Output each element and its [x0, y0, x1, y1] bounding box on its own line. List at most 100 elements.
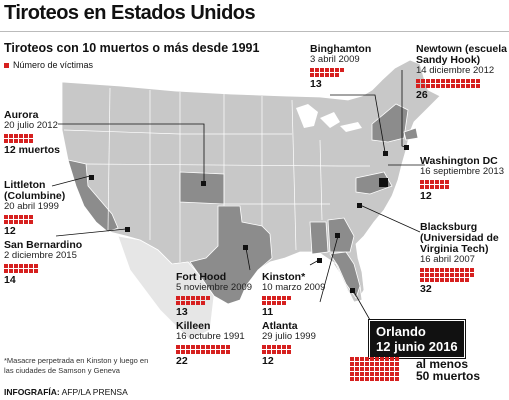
event-name: Atlanta	[262, 320, 298, 332]
event-count: 14	[4, 273, 16, 286]
victim-square	[465, 277, 469, 282]
event-name: Kinston*	[262, 271, 306, 283]
victim-square	[420, 184, 424, 189]
victim-square	[395, 357, 399, 361]
victim-square	[450, 277, 454, 282]
credit-label: INFOGRAFÍA:	[4, 387, 60, 397]
victim-square	[19, 138, 23, 143]
state-colorado	[179, 171, 225, 205]
event-date: 10 marzo 2009	[262, 282, 326, 293]
victim-square	[436, 83, 440, 88]
victim-square	[435, 179, 439, 184]
victim-square	[431, 78, 435, 83]
victim-square	[24, 133, 28, 138]
victim-square	[310, 67, 314, 72]
orlando-count-line1: al menos	[416, 357, 469, 371]
victim-square	[4, 214, 8, 219]
victim-square	[395, 362, 399, 366]
victim-square	[390, 372, 394, 376]
event-name: Washington DC	[420, 155, 498, 167]
victim-square	[262, 344, 266, 349]
page-title: Tiroteos en Estados Unidos	[4, 2, 256, 24]
event-newtown: Newtown (escuela Sandy Hook) 14 diciembr…	[416, 44, 508, 100]
orlando-date: 12 junio 2016	[376, 339, 458, 354]
victim-square	[267, 295, 271, 300]
victim-square	[420, 277, 424, 282]
victim-square	[335, 72, 339, 77]
victim-square	[335, 67, 339, 72]
victim-square	[441, 78, 445, 83]
map-legend: Número de víctimas	[4, 60, 93, 70]
victim-square	[375, 357, 379, 361]
victim-square	[385, 377, 389, 381]
victim-square	[460, 277, 464, 282]
victim-square	[350, 357, 354, 361]
victim-square	[380, 377, 384, 381]
orlando-marker	[350, 288, 355, 293]
event-name: Binghamton	[310, 43, 372, 55]
victim-square	[435, 267, 439, 272]
victim-square	[451, 78, 455, 83]
victim-square	[421, 83, 425, 88]
victim-squares	[262, 344, 316, 354]
victim-square	[282, 300, 286, 305]
victim-square	[34, 268, 38, 273]
event-count: 11	[262, 305, 274, 318]
victim-square	[340, 67, 344, 72]
event-date: 3 abril 2009	[310, 54, 360, 65]
victim-square	[380, 357, 384, 361]
victim-square	[465, 272, 469, 277]
orlando-count-line2: 50 muertos	[416, 369, 481, 383]
victim-square	[440, 272, 444, 277]
victim-square	[466, 78, 470, 83]
victim-square	[355, 367, 359, 371]
victim-square	[221, 349, 225, 354]
victim-square	[196, 344, 200, 349]
victim-square	[440, 179, 444, 184]
victim-square	[420, 272, 424, 277]
victim-square	[430, 184, 434, 189]
victim-square	[216, 349, 220, 354]
victim-square	[445, 179, 449, 184]
victim-square	[470, 272, 474, 277]
victim-square	[380, 372, 384, 376]
victim-square	[390, 357, 394, 361]
victim-square	[425, 267, 429, 272]
victim-square	[277, 344, 281, 349]
victim-square	[466, 83, 470, 88]
victim-square	[355, 377, 359, 381]
victim-square	[267, 349, 271, 354]
victim-square	[176, 349, 180, 354]
victim-square	[435, 184, 439, 189]
victim-square	[325, 72, 329, 77]
state-georgia	[327, 217, 355, 253]
victim-squares	[420, 267, 508, 282]
event-forthood: Fort Hood 5 noviembre 2009 13	[176, 272, 252, 317]
map-subtitle: Tiroteos con 10 muertos o más desde 1991	[4, 41, 260, 55]
victim-square	[461, 83, 465, 88]
sanbernardino-marker	[125, 227, 130, 232]
event-count: 22	[176, 354, 188, 367]
victim-square	[445, 267, 449, 272]
victim-square	[370, 367, 374, 371]
victim-square	[360, 362, 364, 366]
victim-square	[455, 277, 459, 282]
victim-square	[9, 219, 13, 224]
newtown-marker	[404, 145, 409, 150]
orlando-name: Orlando	[376, 324, 426, 339]
littleton-marker	[89, 175, 94, 180]
victim-square	[272, 344, 276, 349]
event-washington: Washington DC 16 septiembre 2013 12	[420, 156, 508, 201]
victim-square	[370, 377, 374, 381]
legend-label: Número de víctimas	[13, 60, 94, 70]
event-count: 12	[420, 189, 432, 202]
victim-square	[196, 295, 200, 300]
victim-square	[287, 295, 291, 300]
victim-square	[201, 300, 205, 305]
victim-square	[19, 133, 23, 138]
victim-square	[476, 83, 480, 88]
victim-square	[29, 214, 33, 219]
victim-square	[221, 344, 225, 349]
victim-square	[385, 372, 389, 376]
binghamton-marker	[383, 151, 388, 156]
